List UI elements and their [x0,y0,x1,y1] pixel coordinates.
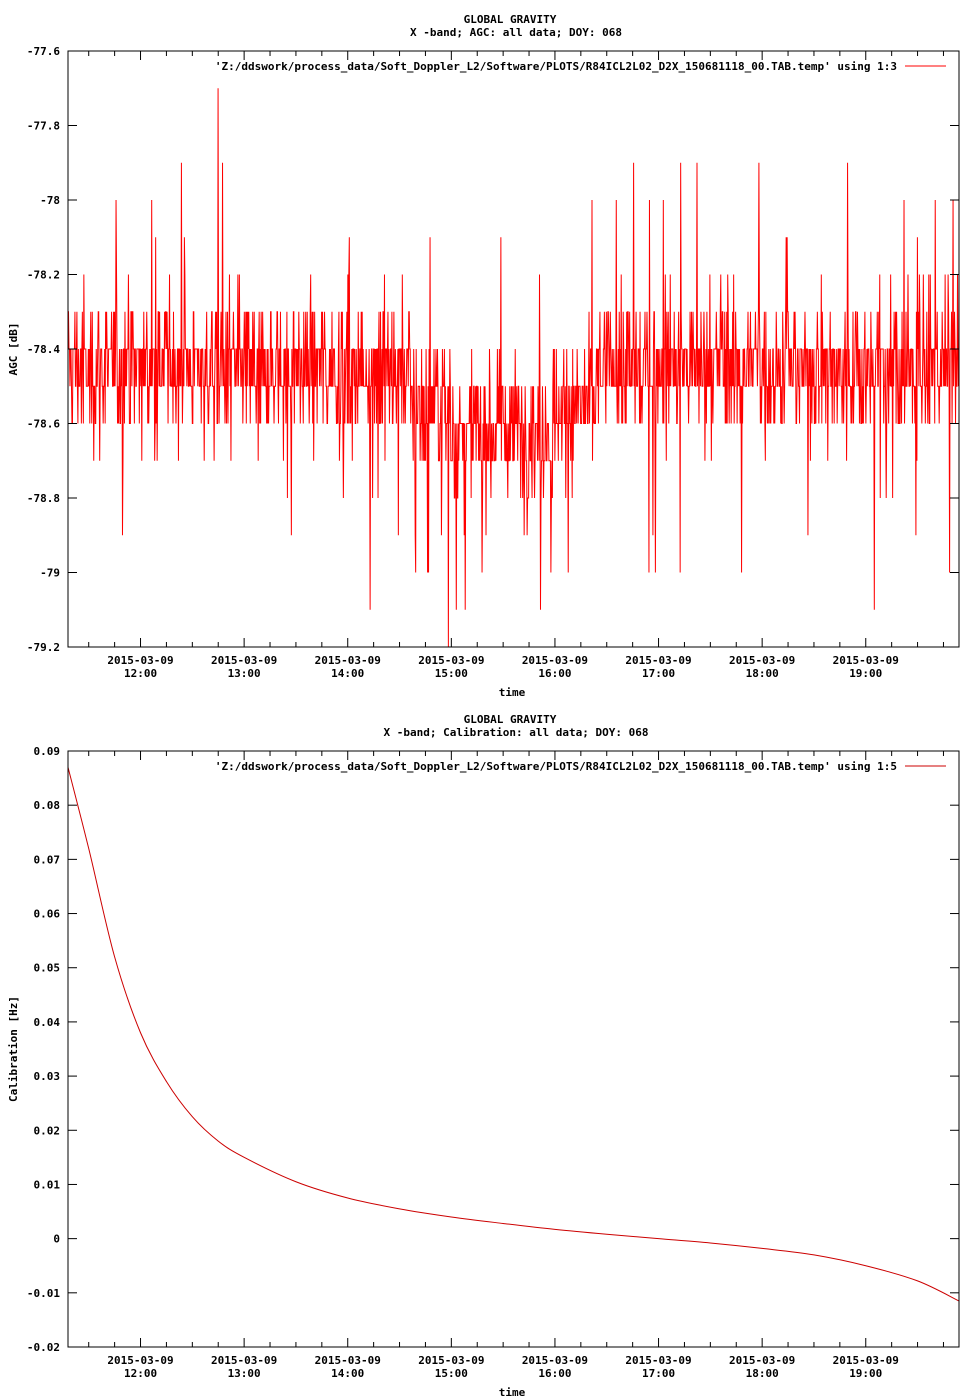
x-tick-date-label: 2015-03-09 [625,654,691,667]
calibration-chart: GLOBAL GRAVITY X -band; Calibration: all… [7,713,960,1399]
x-tick-date-label: 2015-03-09 [211,654,277,667]
x-tick-date-label: 2015-03-09 [833,654,899,667]
agc-series-line [68,88,960,648]
x-tick-date-label: 2015-03-09 [522,1354,588,1367]
x-tick-time-label: 15:00 [435,1367,468,1380]
y-tick-label: -77.8 [27,120,60,133]
agc-y-axis: -77.6 -77.8 -78 -78.2 -78.4 -78.6 -78.8 -79 -79.… [27,45,959,654]
x-tick-date-label: 2015-03-09 [833,1354,899,1367]
calibration-series-line [67,767,960,1302]
y-tick-label: -78.4 [27,343,60,356]
x-tick-time-label: 17:00 [642,667,675,680]
x-tick-date-label: 2015-03-09 [522,654,588,667]
x-tick-date-label: 2015-03-09 [418,1354,484,1367]
calibration-plot-frame [67,750,960,1348]
agc-legend: 'Z:/ddswork/process_data/Soft_Doppler_L2… [215,60,946,73]
y-tick-label: 0.07 [34,853,61,866]
x-tick-time-label: 18:00 [746,667,779,680]
x-tick-time-label: 19:00 [849,1367,882,1380]
calibration-chart-title: GLOBAL GRAVITY [464,713,557,726]
calibration-x-axis-label: time [499,1386,526,1399]
agc-data-path [68,88,960,648]
x-tick-time-label: 16:00 [538,1367,571,1380]
calibration-chart-subtitle: X -band; Calibration: all data; DOY: 068 [384,726,649,739]
y-tick-label: -79 [40,567,60,580]
y-tick-label: -77.6 [27,45,60,58]
calibration-legend-label: 'Z:/ddswork/process_data/Soft_Doppler_L2… [215,760,897,773]
x-tick-time-label: 12:00 [124,1367,157,1380]
x-tick-time-label: 14:00 [331,667,364,680]
x-tick-time-label: 16:00 [538,667,571,680]
x-tick-time-label: 17:00 [642,1367,675,1380]
x-tick-date-label: 2015-03-09 [418,654,484,667]
agc-legend-label: 'Z:/ddswork/process_data/Soft_Doppler_L2… [215,60,897,73]
x-tick-date-label: 2015-03-09 [729,654,795,667]
calibration-y-axis-label: Calibration [Hz] [7,996,20,1102]
x-tick-time-label: 12:00 [124,667,157,680]
x-tick-time-label: 18:00 [746,1367,779,1380]
y-tick-label: 0.08 [34,799,61,812]
x-tick-time-label: 15:00 [435,667,468,680]
x-tick-time-label: 19:00 [849,667,882,680]
x-tick-date-label: 2015-03-09 [211,1354,277,1367]
y-tick-label: 0 [53,1233,60,1246]
y-tick-label: -78.2 [27,269,60,282]
y-tick-label: -0.01 [27,1287,60,1300]
x-tick-time-label: 14:00 [331,1367,364,1380]
x-tick-date-label: 2015-03-09 [107,1354,173,1367]
y-tick-label: -78 [40,194,60,207]
calibration-legend: 'Z:/ddswork/process_data/Soft_Doppler_L2… [215,760,946,773]
calibration-data-path [67,767,960,1302]
agc-chart-title: GLOBAL GRAVITY [464,13,557,26]
x-tick-time-label: 13:00 [228,1367,261,1380]
y-tick-label: 0.02 [34,1124,61,1137]
y-tick-label: -78.6 [27,418,60,431]
y-tick-label: 0.03 [34,1070,61,1083]
x-tick-date-label: 2015-03-09 [107,654,173,667]
y-tick-label: 0.09 [34,745,61,758]
x-tick-date-label: 2015-03-09 [729,1354,795,1367]
y-tick-label: 0.06 [34,908,61,921]
y-tick-label: -0.02 [27,1341,60,1354]
agc-chart: GLOBAL GRAVITY X -band; AGC: all data; D… [7,13,960,699]
agc-y-axis-label: AGC [dB] [7,323,20,376]
y-tick-label: -78.8 [27,492,60,505]
x-tick-time-label: 13:00 [228,667,261,680]
calibration-y-axis: 0.09 0.08 0.07 0.06 0.05 0.04 0.03 0.02 0.01 0 -0.… [27,745,959,1354]
y-tick-label: 0.01 [34,1178,61,1191]
agc-x-axis-label: time [499,686,526,699]
x-tick-date-label: 2015-03-09 [625,1354,691,1367]
y-tick-label: 0.05 [34,962,61,975]
x-tick-date-label: 2015-03-09 [315,1354,381,1367]
agc-chart-subtitle: X -band; AGC: all data; DOY: 068 [410,26,622,39]
x-tick-date-label: 2015-03-09 [315,654,381,667]
agc-x-axis: 2015-03-0912:002015-03-0913:002015-03-09… [88,51,944,680]
y-tick-label: -79.2 [27,641,60,654]
y-tick-label: 0.04 [34,1016,61,1029]
calibration-x-axis: 2015-03-0912:002015-03-0913:002015-03-09… [88,751,944,1380]
